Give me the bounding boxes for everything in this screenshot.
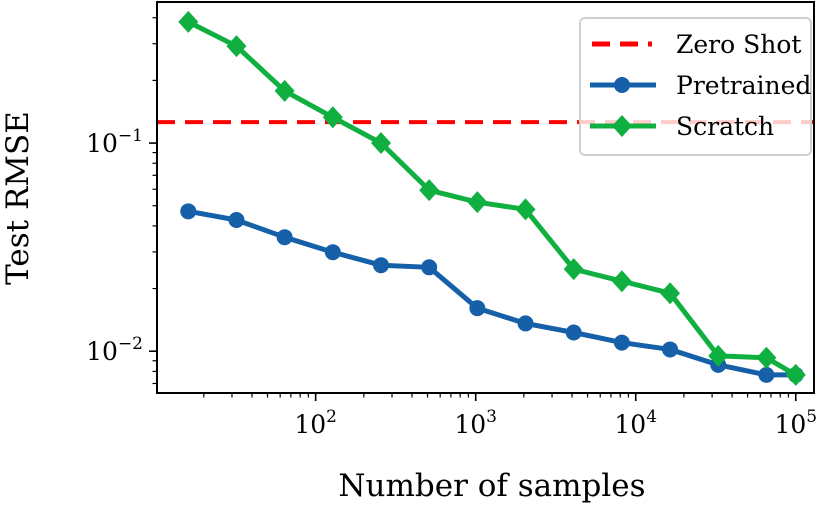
plot-frame xyxy=(156,1,815,394)
legend-label-zero-shot: Zero Shot xyxy=(676,30,801,59)
y-axis-label: Test RMSE xyxy=(0,111,36,285)
legend-label-scratch: Scratch xyxy=(676,112,774,141)
legend: Zero Shot Pretrained Scratch xyxy=(579,17,812,156)
scratch-point xyxy=(708,344,729,367)
scratch-point xyxy=(467,191,488,214)
x-tick-label: 104 xyxy=(614,407,657,439)
scratch-point xyxy=(419,179,440,202)
pretrained-point xyxy=(469,300,486,317)
x-tick-label: 102 xyxy=(294,407,337,439)
pretrained-point xyxy=(372,257,389,274)
scratch-point xyxy=(660,282,681,305)
plot-marks xyxy=(157,10,814,386)
scratch-point xyxy=(178,10,199,33)
x-tick-label: 103 xyxy=(454,407,497,439)
pretrained-point xyxy=(613,334,630,351)
y-tick-label: 10−1 xyxy=(86,126,143,158)
pretrained-point xyxy=(758,366,775,383)
legend-label-pretrained: Pretrained xyxy=(676,71,811,100)
pretrained-point xyxy=(324,244,341,261)
pretrained-point xyxy=(517,315,534,332)
pretrained-point xyxy=(662,341,679,358)
scratch-point xyxy=(322,106,343,129)
x-tick-label: 105 xyxy=(774,407,817,439)
pretrained-line xyxy=(187,208,796,378)
pretrained-point xyxy=(276,229,293,246)
pretrained-point xyxy=(180,203,197,220)
scratch-point xyxy=(563,258,584,281)
pretrained-point xyxy=(565,324,582,341)
scratch-line xyxy=(187,19,798,378)
scratch-point xyxy=(226,35,247,58)
legend-marker-scratch xyxy=(612,115,632,137)
scratch-point xyxy=(785,363,806,386)
y-tick-label: 10−2 xyxy=(86,334,143,366)
pretrained-point xyxy=(228,211,245,228)
x-axis-label: Number of samples xyxy=(338,468,645,504)
axis-ticks: 102 103 104 105 10−2 10−1 xyxy=(86,17,817,439)
scratch-point xyxy=(756,346,777,369)
scratch-point xyxy=(611,270,632,293)
scratch-point xyxy=(515,198,536,221)
pretrained-point xyxy=(421,259,438,276)
scratch-point xyxy=(274,79,295,102)
legend-box xyxy=(579,17,812,156)
scratch-point xyxy=(370,132,391,155)
legend-marker-pretrained xyxy=(614,77,630,93)
